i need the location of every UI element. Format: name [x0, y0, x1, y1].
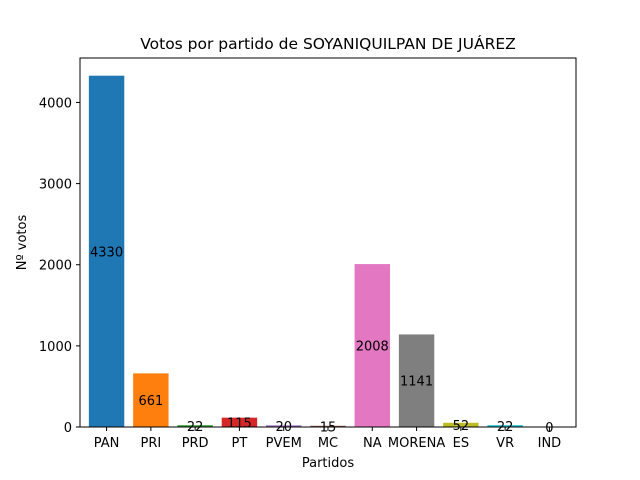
bar-value-label-na: 2008	[356, 340, 389, 355]
x-tick-label-na: NA	[363, 436, 382, 451]
x-tick-label-morena: MORENA	[388, 436, 445, 451]
y-tick-label: 0	[64, 421, 72, 436]
bar-es	[443, 422, 479, 427]
chart-title: Votos por partido de SOYANIQUILPAN DE JU…	[140, 34, 516, 53]
x-tick-label-ind: IND	[538, 436, 562, 451]
x-axis-label: Partidos	[302, 456, 354, 471]
y-tick-label: 3000	[39, 178, 72, 193]
y-tick-label: 1000	[39, 340, 72, 355]
bar-pan	[88, 75, 125, 428]
bar-value-label-morena: 1141	[400, 375, 433, 390]
x-tick-label-vr: VR	[496, 436, 514, 451]
x-tick-label-pvem: PVEM	[266, 436, 302, 451]
bar-morena	[398, 334, 435, 427]
bar-na	[354, 264, 390, 427]
y-tick-label: 2000	[39, 259, 72, 274]
x-tick-label-mc: MC	[318, 436, 338, 451]
bar-prd	[177, 425, 213, 427]
bar-value-label-pt: 115	[227, 416, 252, 431]
bar-vr	[487, 425, 523, 427]
bar-pri	[133, 373, 169, 427]
x-tick-label-pri: PRI	[140, 436, 161, 451]
bar-pvem	[266, 425, 302, 427]
x-tick-label-es: ES	[453, 436, 469, 451]
y-tick-label: 4000	[39, 96, 72, 111]
bar-value-label-pan: 4330	[90, 245, 123, 260]
bar-value-label-pri: 661	[138, 394, 163, 409]
y-axis-label: Nº votos	[15, 215, 30, 271]
bar-mc	[310, 425, 346, 427]
plot-frame	[79, 57, 577, 428]
x-tick-label-pt: PT	[232, 436, 248, 451]
bar-pt	[221, 417, 258, 427]
x-tick-label-pan: PAN	[94, 436, 120, 451]
x-tick-label-prd: PRD	[182, 436, 209, 451]
bar-value-label-es: 52	[453, 419, 470, 434]
